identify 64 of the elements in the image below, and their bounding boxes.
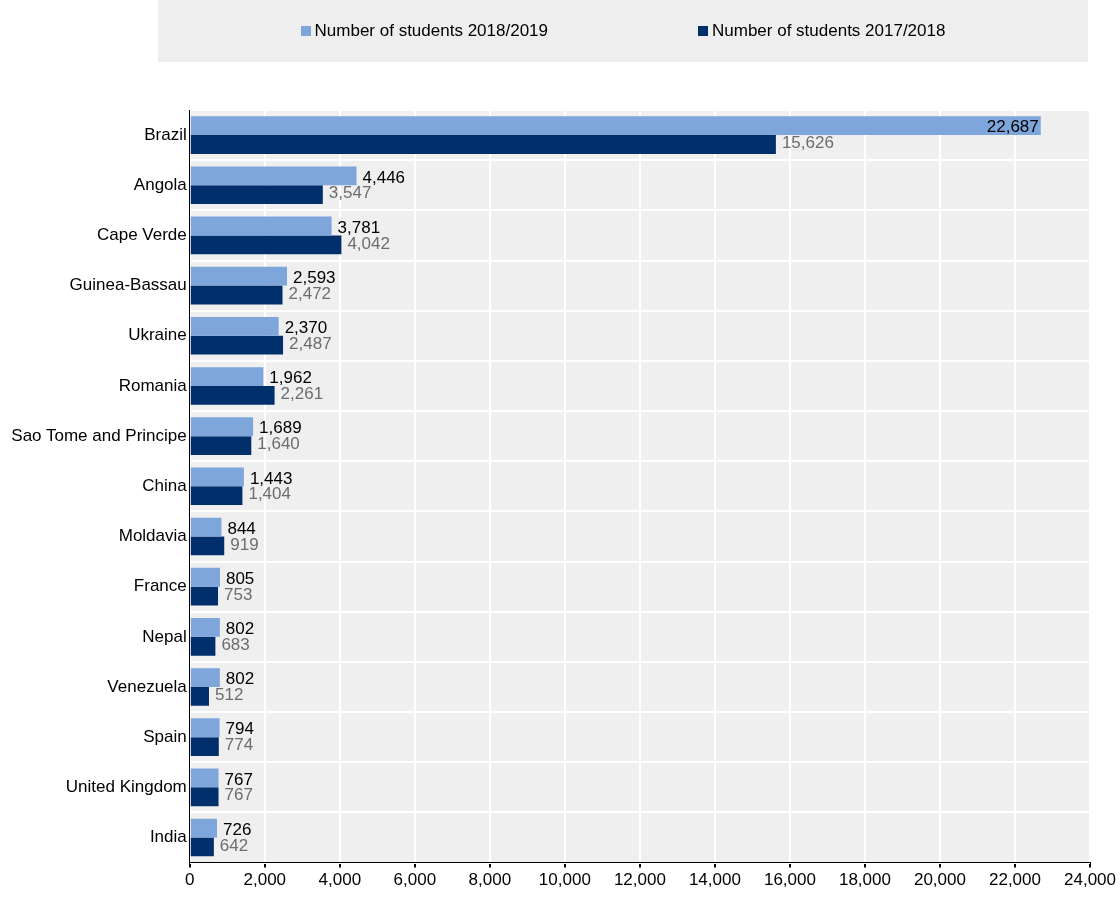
data-label: 1,443 <box>249 468 293 488</box>
y-tick-label: France <box>133 576 187 596</box>
x-tick-label: 8,000 <box>468 870 512 890</box>
x-tick-label: 14,000 <box>688 870 741 890</box>
bar <box>190 185 323 205</box>
bar <box>190 266 288 286</box>
bar <box>190 636 216 656</box>
y-tick-label: Venezuela <box>107 676 188 696</box>
bar <box>190 567 220 587</box>
y-tick-label: China <box>142 475 188 495</box>
bar <box>190 837 214 857</box>
bar <box>190 586 219 606</box>
y-tick-label: Guinea-Bassau <box>69 275 187 295</box>
x-tick-label: 6,000 <box>393 870 437 890</box>
x-tick-label: 12,000 <box>613 870 666 890</box>
bar <box>190 818 217 838</box>
x-tick-label: 20,000 <box>913 870 966 890</box>
data-label: 15,626 <box>781 133 834 153</box>
bar <box>190 517 222 537</box>
y-tick-label: Spain <box>143 726 187 746</box>
y-tick-label: India <box>149 827 188 847</box>
bar <box>190 486 243 506</box>
bar <box>190 216 332 236</box>
bar <box>190 285 283 305</box>
bar <box>190 135 776 154</box>
y-tick-label: Nepal <box>142 626 187 646</box>
x-tick-label: 10,000 <box>538 870 591 890</box>
y-tick-label: Moldavia <box>118 526 188 546</box>
bar <box>190 737 219 756</box>
bar <box>190 787 219 807</box>
data-label: 2,593 <box>293 267 336 287</box>
bar <box>190 335 284 355</box>
bar <box>190 235 342 255</box>
y-tick-label: Romania <box>118 375 188 395</box>
bar <box>190 316 279 336</box>
legend-label: Number of students 2018/2019 <box>314 21 548 41</box>
y-tick-label: Ukraine <box>128 325 187 345</box>
y-tick-label: Sao Tome and Principe <box>11 425 187 445</box>
bar <box>190 367 264 386</box>
bar <box>190 668 220 687</box>
bar <box>190 467 244 487</box>
bar <box>190 686 209 706</box>
x-tick-label: 2,000 <box>243 870 287 890</box>
y-tick-label: Cape Verde <box>96 225 187 245</box>
y-tick-label: United Kingdom <box>65 777 187 797</box>
bar <box>190 116 1041 136</box>
y-tick-label: Angola <box>133 174 188 194</box>
bar <box>190 166 357 186</box>
x-tick-label: 18,000 <box>838 870 891 890</box>
y-tick-label: Brazil <box>144 124 187 144</box>
legend-label: Number of students 2017/2018 <box>712 21 946 41</box>
data-label: 22,687 <box>986 117 1039 137</box>
x-tick-label: 0 <box>185 870 195 890</box>
x-tick-label: 24,000 <box>1064 870 1116 890</box>
x-tick-label: 4,000 <box>318 870 362 890</box>
bar <box>190 768 219 788</box>
x-tick-label: 22,000 <box>988 870 1041 890</box>
bar <box>190 436 252 455</box>
bar <box>190 618 220 637</box>
bar <box>190 718 220 738</box>
bar <box>190 385 275 405</box>
bar <box>190 417 254 437</box>
x-tick-label: 16,000 <box>763 870 816 890</box>
bar <box>190 536 225 556</box>
